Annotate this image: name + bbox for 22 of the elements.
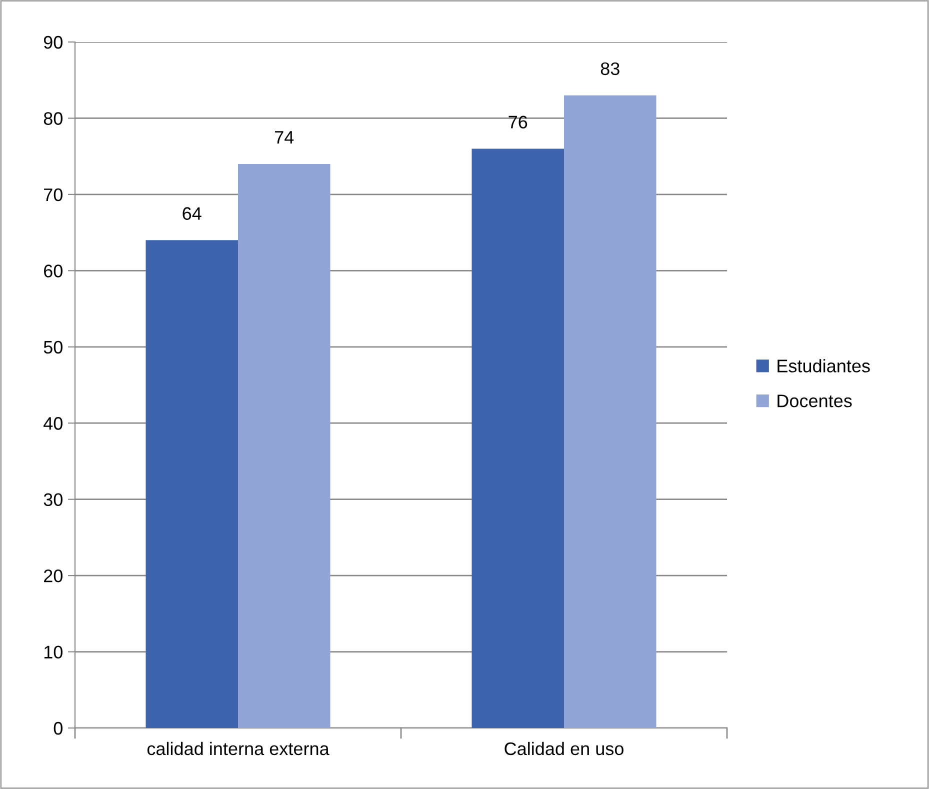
y-tick-label: 60 (44, 264, 62, 278)
legend-label: Estudiantes (778, 359, 870, 372)
y-tick-label: 0 (54, 722, 62, 735)
data-label: 64 (182, 207, 202, 220)
y-tick-label: 90 (44, 36, 62, 49)
y-tick-label: 30 (44, 493, 62, 506)
y-tick-label: 40 (44, 417, 62, 430)
y-tick-label: 50 (44, 340, 62, 354)
y-tick-label: 10 (44, 646, 62, 658)
bar (238, 164, 330, 728)
data-label: 83 (600, 62, 620, 76)
bar (564, 95, 656, 728)
x-tick-label: Calidad en uso (504, 742, 624, 756)
y-tick-label: 80 (44, 112, 62, 125)
y-tick-label: 20 (44, 569, 62, 582)
legend-label: Docentes (778, 394, 852, 408)
y-tick-label: 70 (44, 188, 62, 202)
bar (146, 240, 238, 728)
x-tick-label: calidad interna externa (147, 742, 330, 756)
data-label: 76 (508, 116, 528, 128)
data-label: 74 (275, 131, 294, 144)
bar (472, 148, 564, 728)
